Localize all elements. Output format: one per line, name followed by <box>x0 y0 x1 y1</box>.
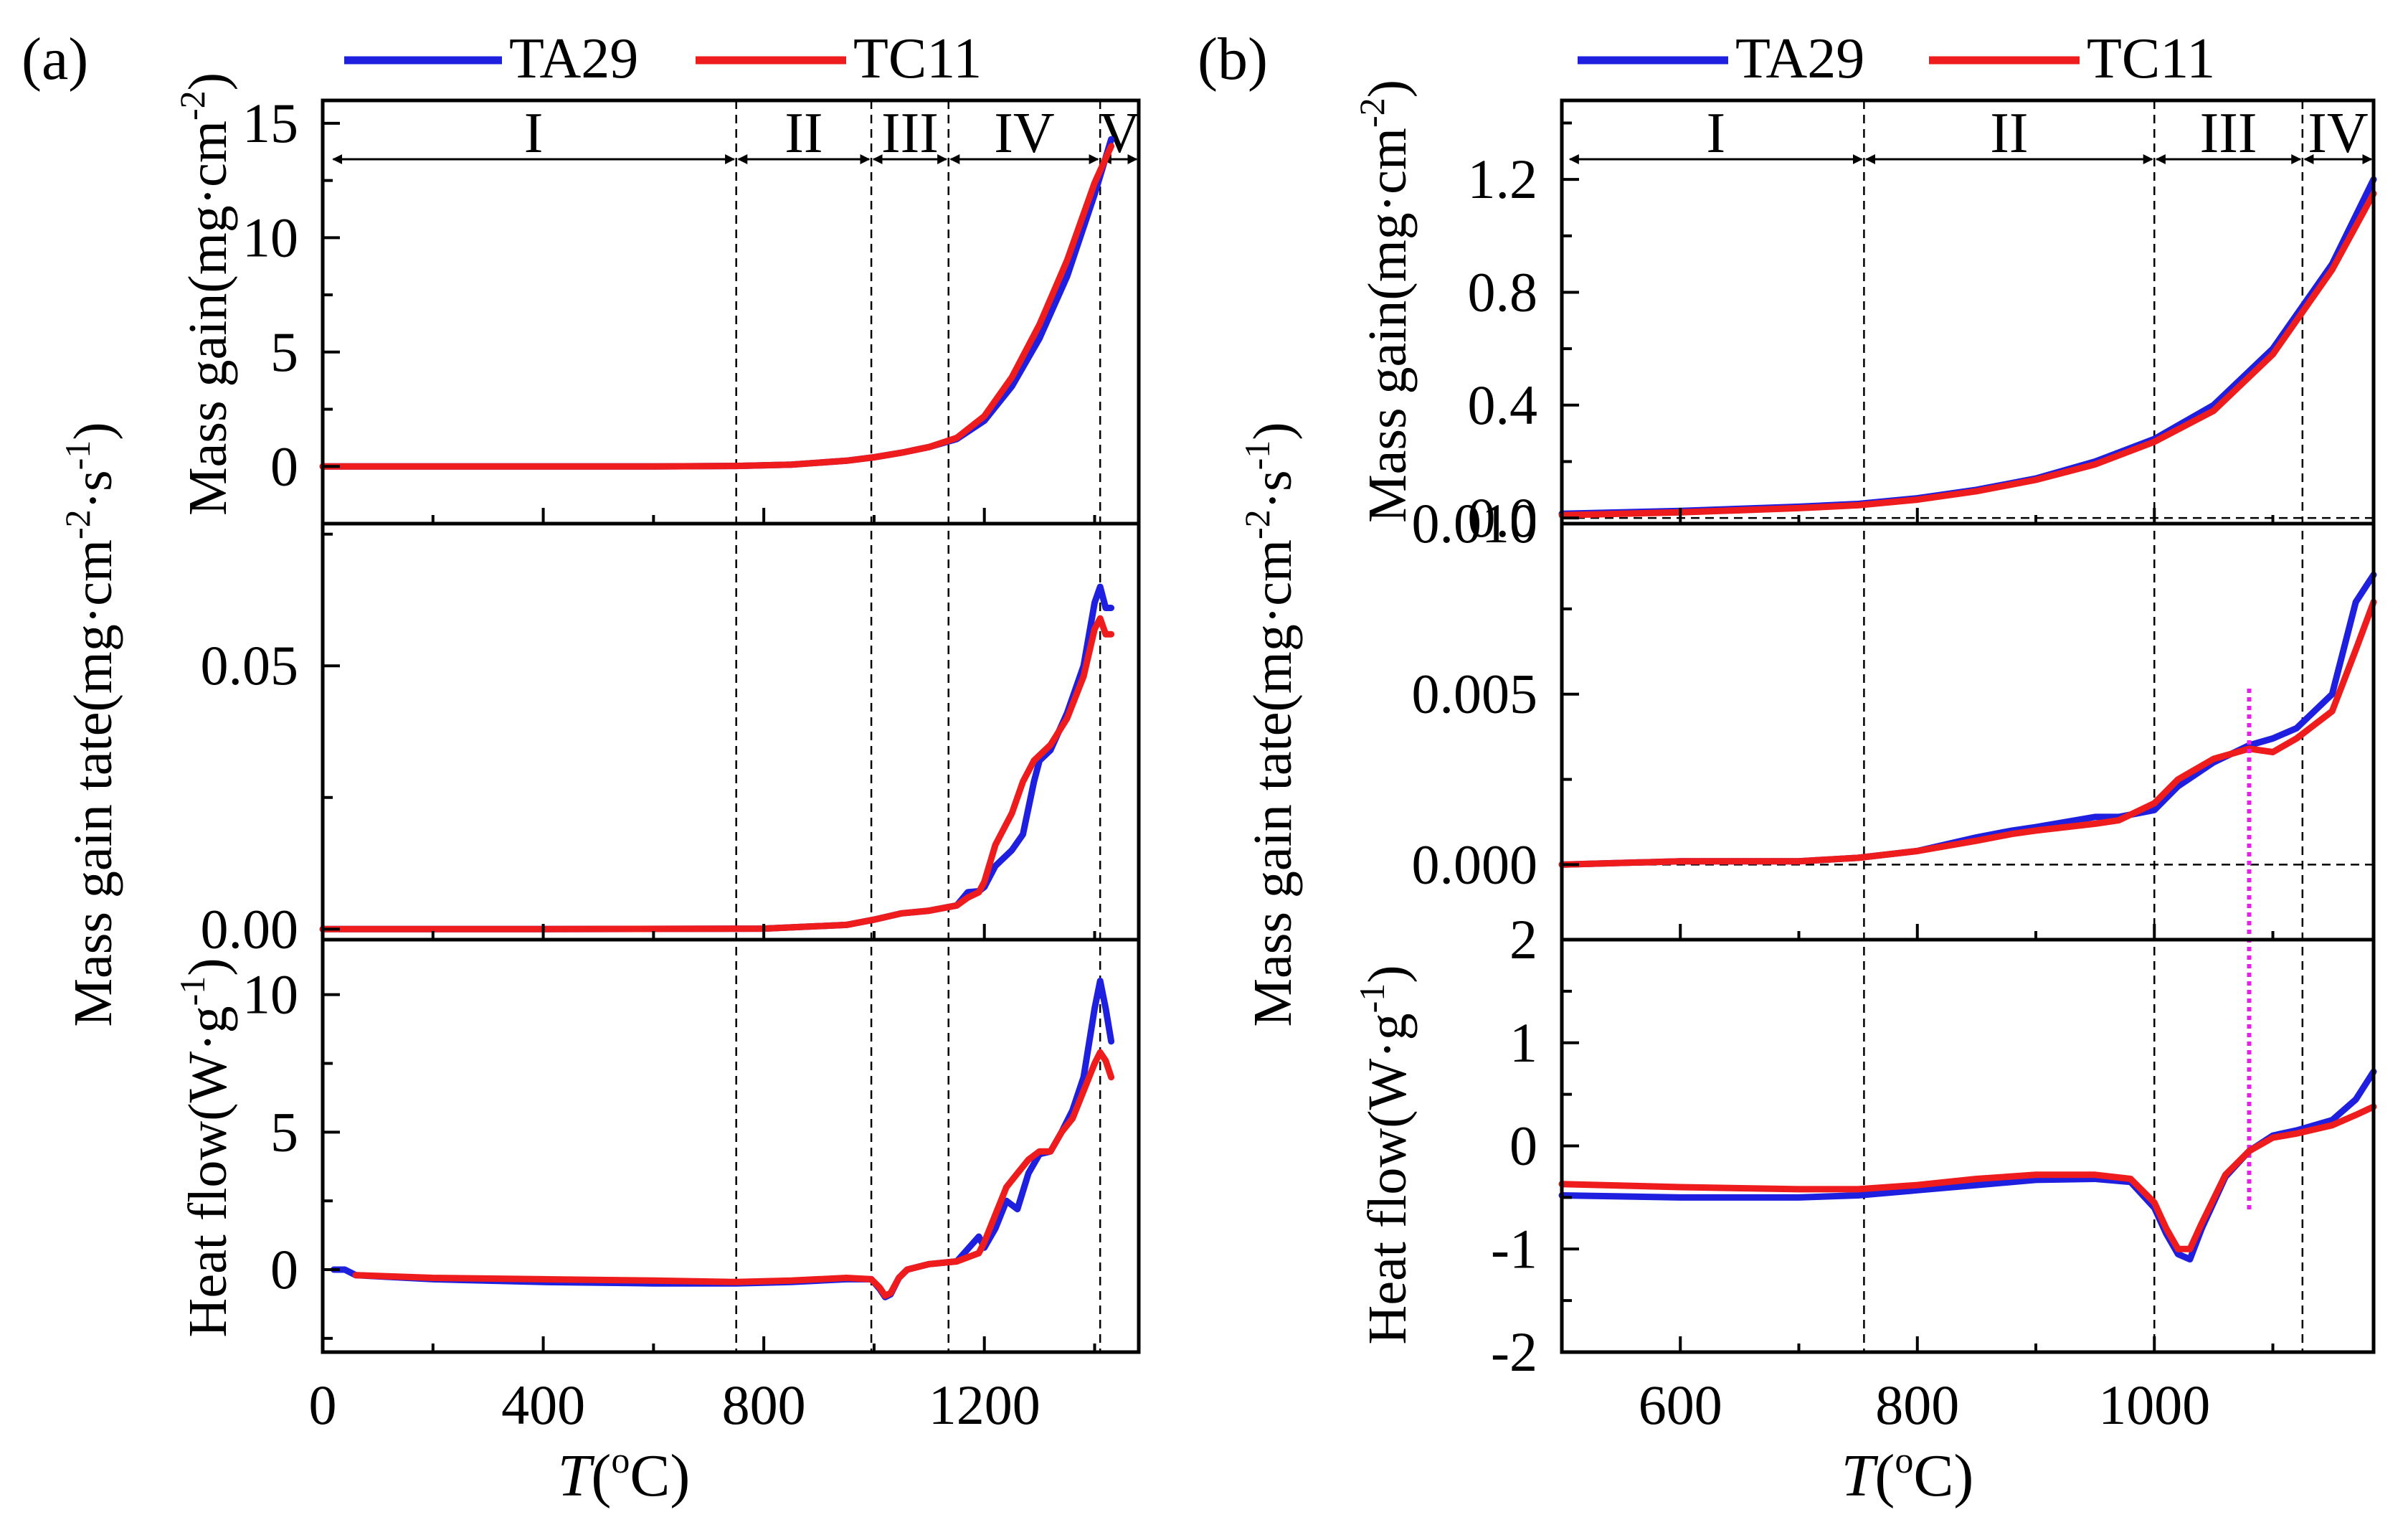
xlabel-a-t: T <box>558 1442 595 1509</box>
frame-a-mass-gain-rate <box>321 521 1141 942</box>
series-b-heat-flow-tc11 <box>1558 1103 2377 1252</box>
chart-b: I II III IV0.00.40.81.20.0000.0050.010-2-10… <box>1412 98 2377 1436</box>
xlabel-b: T(oC) <box>1841 1440 1974 1509</box>
region-label-a-I: I <box>524 102 544 165</box>
series-b-heat-flow-ta29 <box>1558 1068 2377 1263</box>
xlabel-a-close: C) <box>630 1442 690 1509</box>
xlabel-b-t: T <box>1841 1442 1879 1509</box>
region-label-b-III: III <box>2200 102 2257 165</box>
frame-a-heat-flow <box>321 938 1141 1354</box>
region-label-b-II: II <box>1990 102 2028 165</box>
subplot-a-mass-gain-rate: 0.00 0.05 <box>201 521 1141 960</box>
series-b-mass-gain-rate-ta29 <box>1558 571 2377 868</box>
legend-b: TA29 TC11 <box>1578 27 2215 90</box>
frame-b-heat-flow <box>1560 938 2376 1354</box>
xlabel-b-open: ( <box>1874 1442 1895 1509</box>
region-label-a-II: II <box>785 102 823 165</box>
subplot-a-heat-flow: 0 5 10 <box>242 938 1141 1354</box>
series-a-mass-gain-rate-ta29 <box>319 583 1115 932</box>
ylabel-a-mass-gain-rate: Mass gain tate(mg·cm-2·s-1) <box>57 422 123 1026</box>
series-a-mass-gain-ta29 <box>319 136 1115 470</box>
panel-label-b: (b) <box>1198 26 1268 93</box>
ylabel-a-heat-flow: Heat flow(W·g-1) <box>172 958 238 1337</box>
ytick-label-b-heat-flow-1: -1 <box>1491 1217 1537 1280</box>
ylabels-b: Mass gain(mg·cm-2) Mass gain tate(mg·cm-… <box>1237 80 1418 1344</box>
ytick-label-b-mass-gain-1: 0.4 <box>1468 374 1538 436</box>
ytick-label-b-heat-flow-4: 2 <box>1509 908 1537 971</box>
series-a-mass-gain-rate-tc11 <box>319 615 1115 932</box>
ytick-label-a-mass-gain-rate-1: 0.05 <box>201 634 299 696</box>
ytick-label-a-heat-flow-1: 5 <box>270 1100 298 1163</box>
xtick-label-b-0: 600 <box>1639 1374 1722 1436</box>
series-b-mass-gain-ta29 <box>1558 176 2377 517</box>
xlabel-b-sup: o <box>1895 1440 1913 1481</box>
subplot-a-mass-gain: 0 5 10 15 <box>242 92 1141 526</box>
legend-a: TA29 TC11 <box>344 27 982 90</box>
series-a-heat-flow-ta29 <box>330 978 1115 1300</box>
ylabel-a-mass-gain: Mass gain(mg·cm-2) <box>172 72 238 516</box>
xtick-label-a-2: 800 <box>722 1374 806 1436</box>
ytick-label-a-heat-flow-0: 0 <box>270 1238 298 1300</box>
ytick-label-b-mass-gain-3: 1.2 <box>1468 148 1538 210</box>
ytick-label-b-heat-flow-0: -2 <box>1491 1321 1537 1383</box>
xlabel-a: T(oC) <box>558 1440 691 1509</box>
frame-b-mass-gain-rate <box>1560 521 2376 942</box>
subplot-b-mass-gain: 0.0 0.4 0.8 1.2 <box>1468 98 2377 549</box>
xtick-label-a-3: 1200 <box>929 1374 1041 1436</box>
ytick-label-b-heat-flow-3: 1 <box>1509 1011 1537 1074</box>
xtick-label-a-1: 400 <box>501 1374 585 1436</box>
ytick-label-b-mass-gain-2: 0.8 <box>1468 260 1538 323</box>
legend-b-tc11-label: TC11 <box>2087 27 2215 90</box>
series-a-heat-flow-tc11 <box>352 1049 1115 1299</box>
region-label-b-IV: IV <box>2308 102 2368 165</box>
region-label-b-I: I <box>1707 102 1726 165</box>
panel-label-a: (a) <box>22 26 88 93</box>
ytick-label-b-mass-gain-0: 0.0 <box>1468 486 1538 549</box>
ylabel-b-heat-flow: Heat flow(W·g-1) <box>1352 965 1418 1344</box>
region-label-a-III: III <box>881 102 939 165</box>
ylabel-b-mass-gain: Mass gain(mg·cm-2) <box>1352 80 1418 523</box>
ylabel-b-mass-gain-rate: Mass gain tate(mg·cm-2·s-1) <box>1237 422 1303 1026</box>
xtick-label-b-2: 1000 <box>2098 1374 2210 1436</box>
subplot-b-mass-gain-rate: 0.000 0.005 0.010 <box>1412 492 2377 942</box>
xtick-label-a-0: 0 <box>309 1374 337 1436</box>
series-a-mass-gain-tc11 <box>319 143 1115 470</box>
region-label-a-IV: IV <box>994 102 1054 165</box>
ytick-label-b-mass-gain-rate-2: 0.010 <box>1412 492 1538 554</box>
legend-b-ta29-label: TA29 <box>1735 27 1864 90</box>
legend-a-tc11-label: TC11 <box>853 27 982 90</box>
ytick-label-b-heat-flow-2: 0 <box>1509 1115 1537 1177</box>
ytick-label-a-mass-gain-2: 10 <box>242 206 298 268</box>
ytick-label-a-mass-gain-0: 0 <box>270 435 298 497</box>
legend-a-ta29-label: TA29 <box>509 27 638 90</box>
ytick-label-b-mass-gain-rate-1: 0.005 <box>1412 663 1538 725</box>
ytick-label-a-mass-gain-rate-0: 0.00 <box>201 897 299 960</box>
subplot-b-heat-flow: -2 -1 0 1 2 <box>1491 908 2377 1383</box>
ytick-label-a-heat-flow-2: 10 <box>242 963 298 1026</box>
ylabels-a: Mass gain(mg·cm-2) Mass gain tate(mg·cm-… <box>57 72 238 1337</box>
xlabel-a-sup: o <box>611 1440 630 1481</box>
ytick-label-b-mass-gain-rate-0: 0.000 <box>1412 833 1538 895</box>
xlabel-b-close: C) <box>1913 1442 1973 1509</box>
xlabel-a-open: ( <box>591 1442 611 1509</box>
series-b-mass-gain-rate-tc11 <box>1558 598 2377 868</box>
series-b-mass-gain-tc11 <box>1558 190 2377 519</box>
ytick-label-a-mass-gain-1: 5 <box>270 321 298 383</box>
xtick-label-b-1: 800 <box>1875 1374 1959 1436</box>
ytick-label-a-mass-gain-3: 15 <box>242 92 298 154</box>
